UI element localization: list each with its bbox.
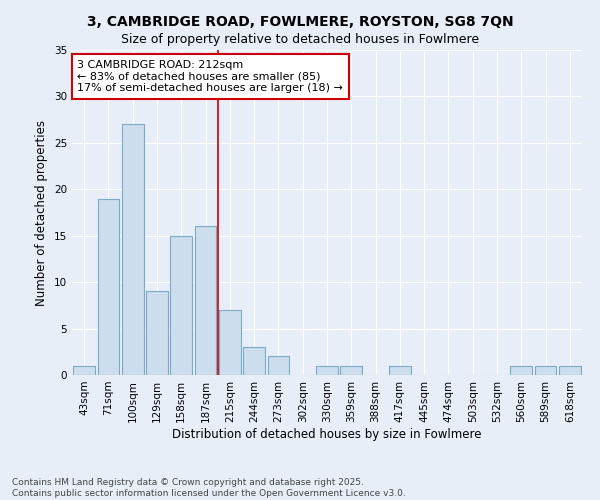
Bar [122, 124, 143, 375]
X-axis label: Distribution of detached houses by size in Fowlmere: Distribution of detached houses by size … [172, 428, 482, 440]
Text: Size of property relative to detached houses in Fowlmere: Size of property relative to detached ho… [121, 32, 479, 46]
Bar [316, 366, 338, 375]
Bar [389, 366, 411, 375]
Text: Contains HM Land Registry data © Crown copyright and database right 2025.
Contai: Contains HM Land Registry data © Crown c… [12, 478, 406, 498]
Bar [243, 347, 265, 375]
Bar [559, 366, 581, 375]
Bar [268, 356, 289, 375]
Bar [97, 198, 119, 375]
Bar [340, 366, 362, 375]
Bar [194, 226, 217, 375]
Bar [535, 366, 556, 375]
Y-axis label: Number of detached properties: Number of detached properties [35, 120, 49, 306]
Bar [219, 310, 241, 375]
Bar [73, 366, 95, 375]
Bar [146, 292, 168, 375]
Text: 3, CAMBRIDGE ROAD, FOWLMERE, ROYSTON, SG8 7QN: 3, CAMBRIDGE ROAD, FOWLMERE, ROYSTON, SG… [86, 15, 514, 29]
Bar [511, 366, 532, 375]
Bar [170, 236, 192, 375]
Text: 3 CAMBRIDGE ROAD: 212sqm
← 83% of detached houses are smaller (85)
17% of semi-d: 3 CAMBRIDGE ROAD: 212sqm ← 83% of detach… [77, 60, 343, 93]
